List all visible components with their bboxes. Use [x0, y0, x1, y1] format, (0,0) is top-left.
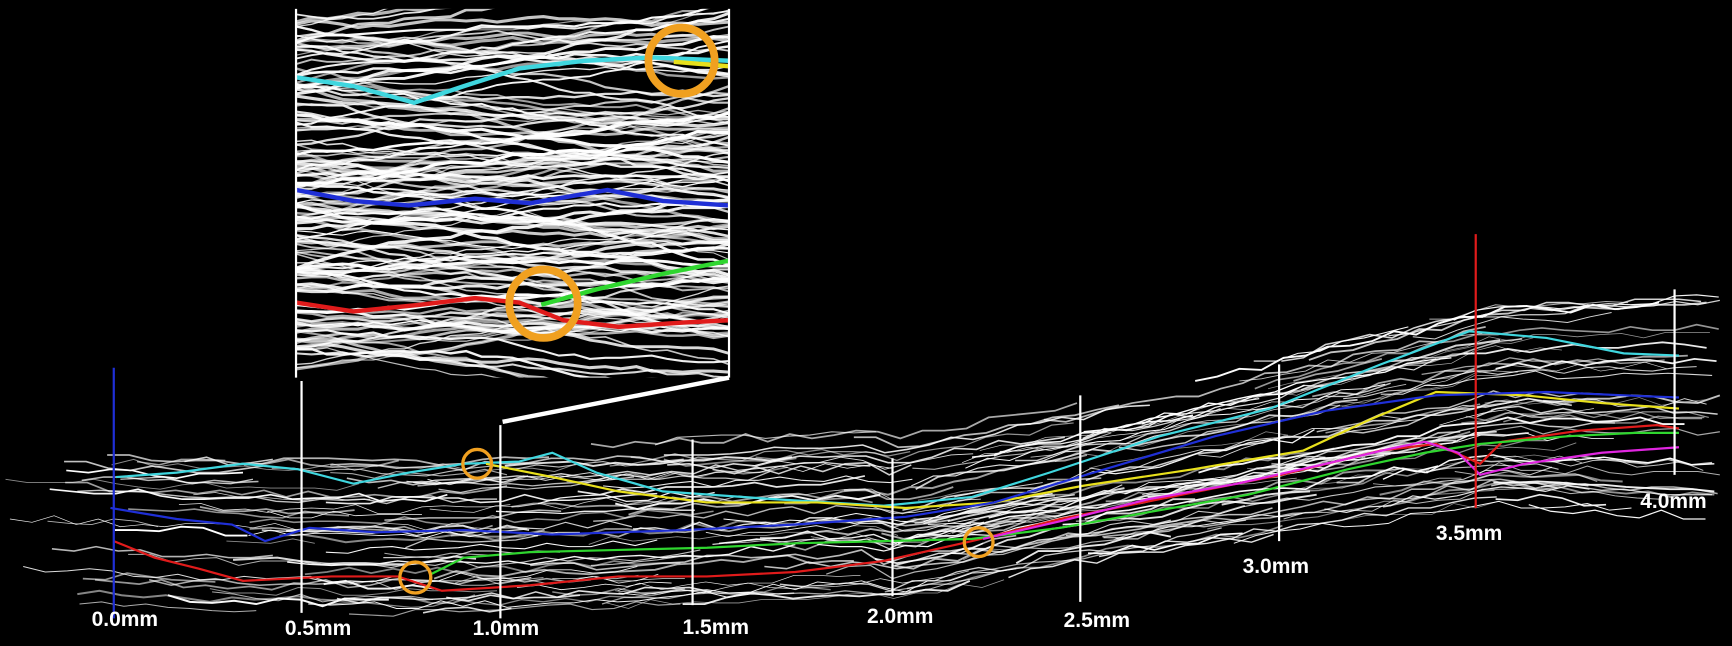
scale-label: 2.5mm: [1064, 609, 1130, 632]
scale-label: 0.0mm: [92, 608, 158, 631]
scale-label: 3.5mm: [1436, 522, 1502, 545]
scale-label: 1.0mm: [473, 617, 539, 640]
scale-label: 4.0mm: [1640, 490, 1706, 513]
page: {"scale_labels": ["0.0mm", "0.5mm", "1.0…: [0, 0, 1732, 646]
scale-label: 2.0mm: [867, 605, 933, 628]
scale-label: 1.5mm: [683, 616, 749, 639]
scale-label: 0.5mm: [285, 617, 351, 640]
background: [0, 0, 1732, 646]
micrograph: 0.0mm 0.5mm 1.0mm 1.5mm 2.0mm 2.5mm 3.0mm 3.5mm…: [0, 0, 1732, 646]
scale-label: 3.0mm: [1243, 555, 1309, 578]
